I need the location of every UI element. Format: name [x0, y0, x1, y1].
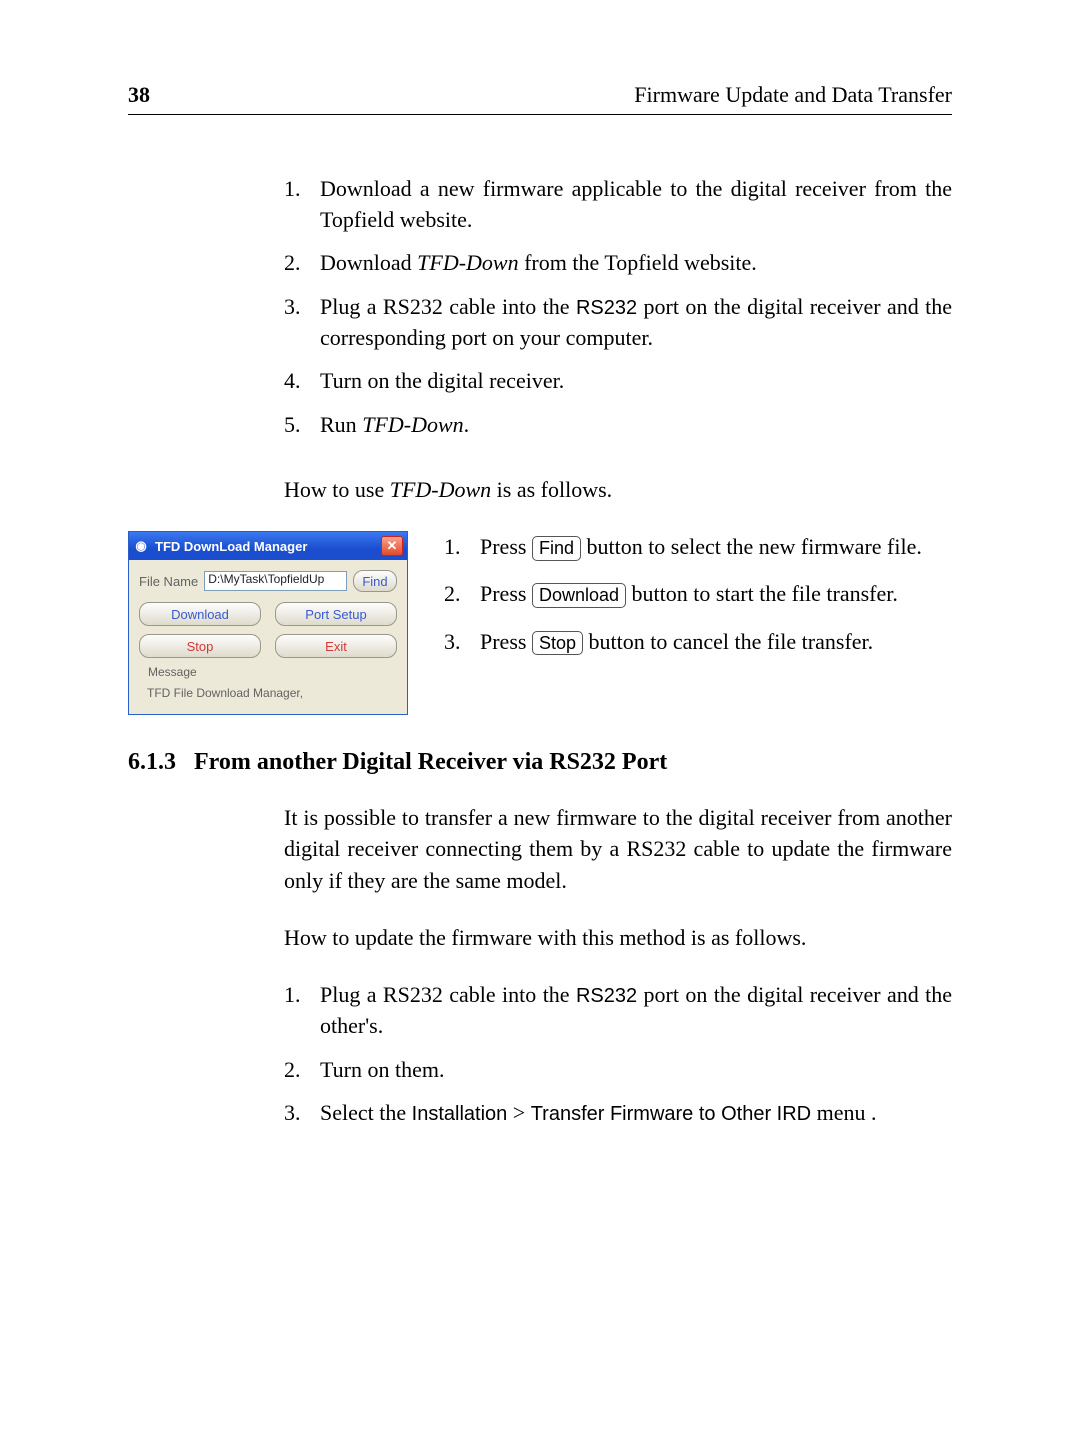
lead-paragraph: How to use TFD-Down is as follows. — [284, 474, 952, 505]
step-a-item: 1.Download a new firmware applicable to … — [284, 173, 952, 235]
step-a-item: 4.Turn on the digital receiver. — [284, 365, 952, 396]
stop-button[interactable]: Stop — [139, 634, 261, 658]
steps-firmware: 1.Download a new firmware applicable to … — [284, 173, 952, 440]
steps-other-receiver: 1.Plug a RS232 cable into the RS232 port… — [284, 979, 952, 1128]
chapter-title: Firmware Update and Data Transfer — [634, 82, 952, 108]
step-a-item: 5.Run TFD-Down. — [284, 409, 952, 440]
step-b-item: 2.Press Download button to start the fil… — [444, 578, 952, 609]
steps-tfd-down: 1.Press Find button to select the new fi… — [444, 531, 952, 657]
file-name-input[interactable]: D:\MyTask\TopfieldUp — [204, 571, 347, 591]
section-para-1: It is possible to transfer a new firmwar… — [284, 802, 952, 896]
find-button[interactable]: Find — [353, 570, 397, 592]
message-text: TFD File Download Manager, — [147, 686, 389, 700]
section-heading: 6.1.3 From another Digital Receiver via … — [128, 749, 952, 776]
file-name-label: File Name — [139, 574, 198, 589]
step-c-item: 3.Select the Installation > Transfer Fir… — [284, 1097, 952, 1128]
step-b-item: 3.Press Stop button to cancel the file t… — [444, 626, 952, 657]
port-setup-button[interactable]: Port Setup — [275, 602, 397, 626]
step-a-item: 3.Plug a RS232 cable into the RS232 port… — [284, 291, 952, 354]
window-title: TFD DownLoad Manager — [155, 539, 381, 554]
message-legend: Message — [145, 665, 200, 679]
page-header: 38 Firmware Update and Data Transfer — [128, 82, 952, 115]
exit-button[interactable]: Exit — [275, 634, 397, 658]
step-c-item: 1.Plug a RS232 cable into the RS232 port… — [284, 979, 952, 1042]
section-title: From another Digital Receiver via RS232 … — [194, 749, 667, 776]
section-para-2: How to update the firmware with this met… — [284, 922, 952, 953]
section-number: 6.1.3 — [128, 749, 176, 776]
tfd-window: ◉ TFD DownLoad Manager ✕ File Name D:\My… — [128, 531, 408, 715]
step-c-item: 2.Turn on them. — [284, 1054, 952, 1085]
close-icon[interactable]: ✕ — [381, 536, 403, 556]
step-b-item: 1.Press Find button to select the new fi… — [444, 531, 952, 562]
step-a-item: 2.Download TFD-Down from the Topfield we… — [284, 247, 952, 278]
message-box: Message TFD File Download Manager, — [139, 674, 397, 706]
titlebar: ◉ TFD DownLoad Manager ✕ — [129, 532, 407, 560]
page-number: 38 — [128, 82, 150, 108]
download-button[interactable]: Download — [139, 602, 261, 626]
app-icon: ◉ — [133, 538, 149, 554]
